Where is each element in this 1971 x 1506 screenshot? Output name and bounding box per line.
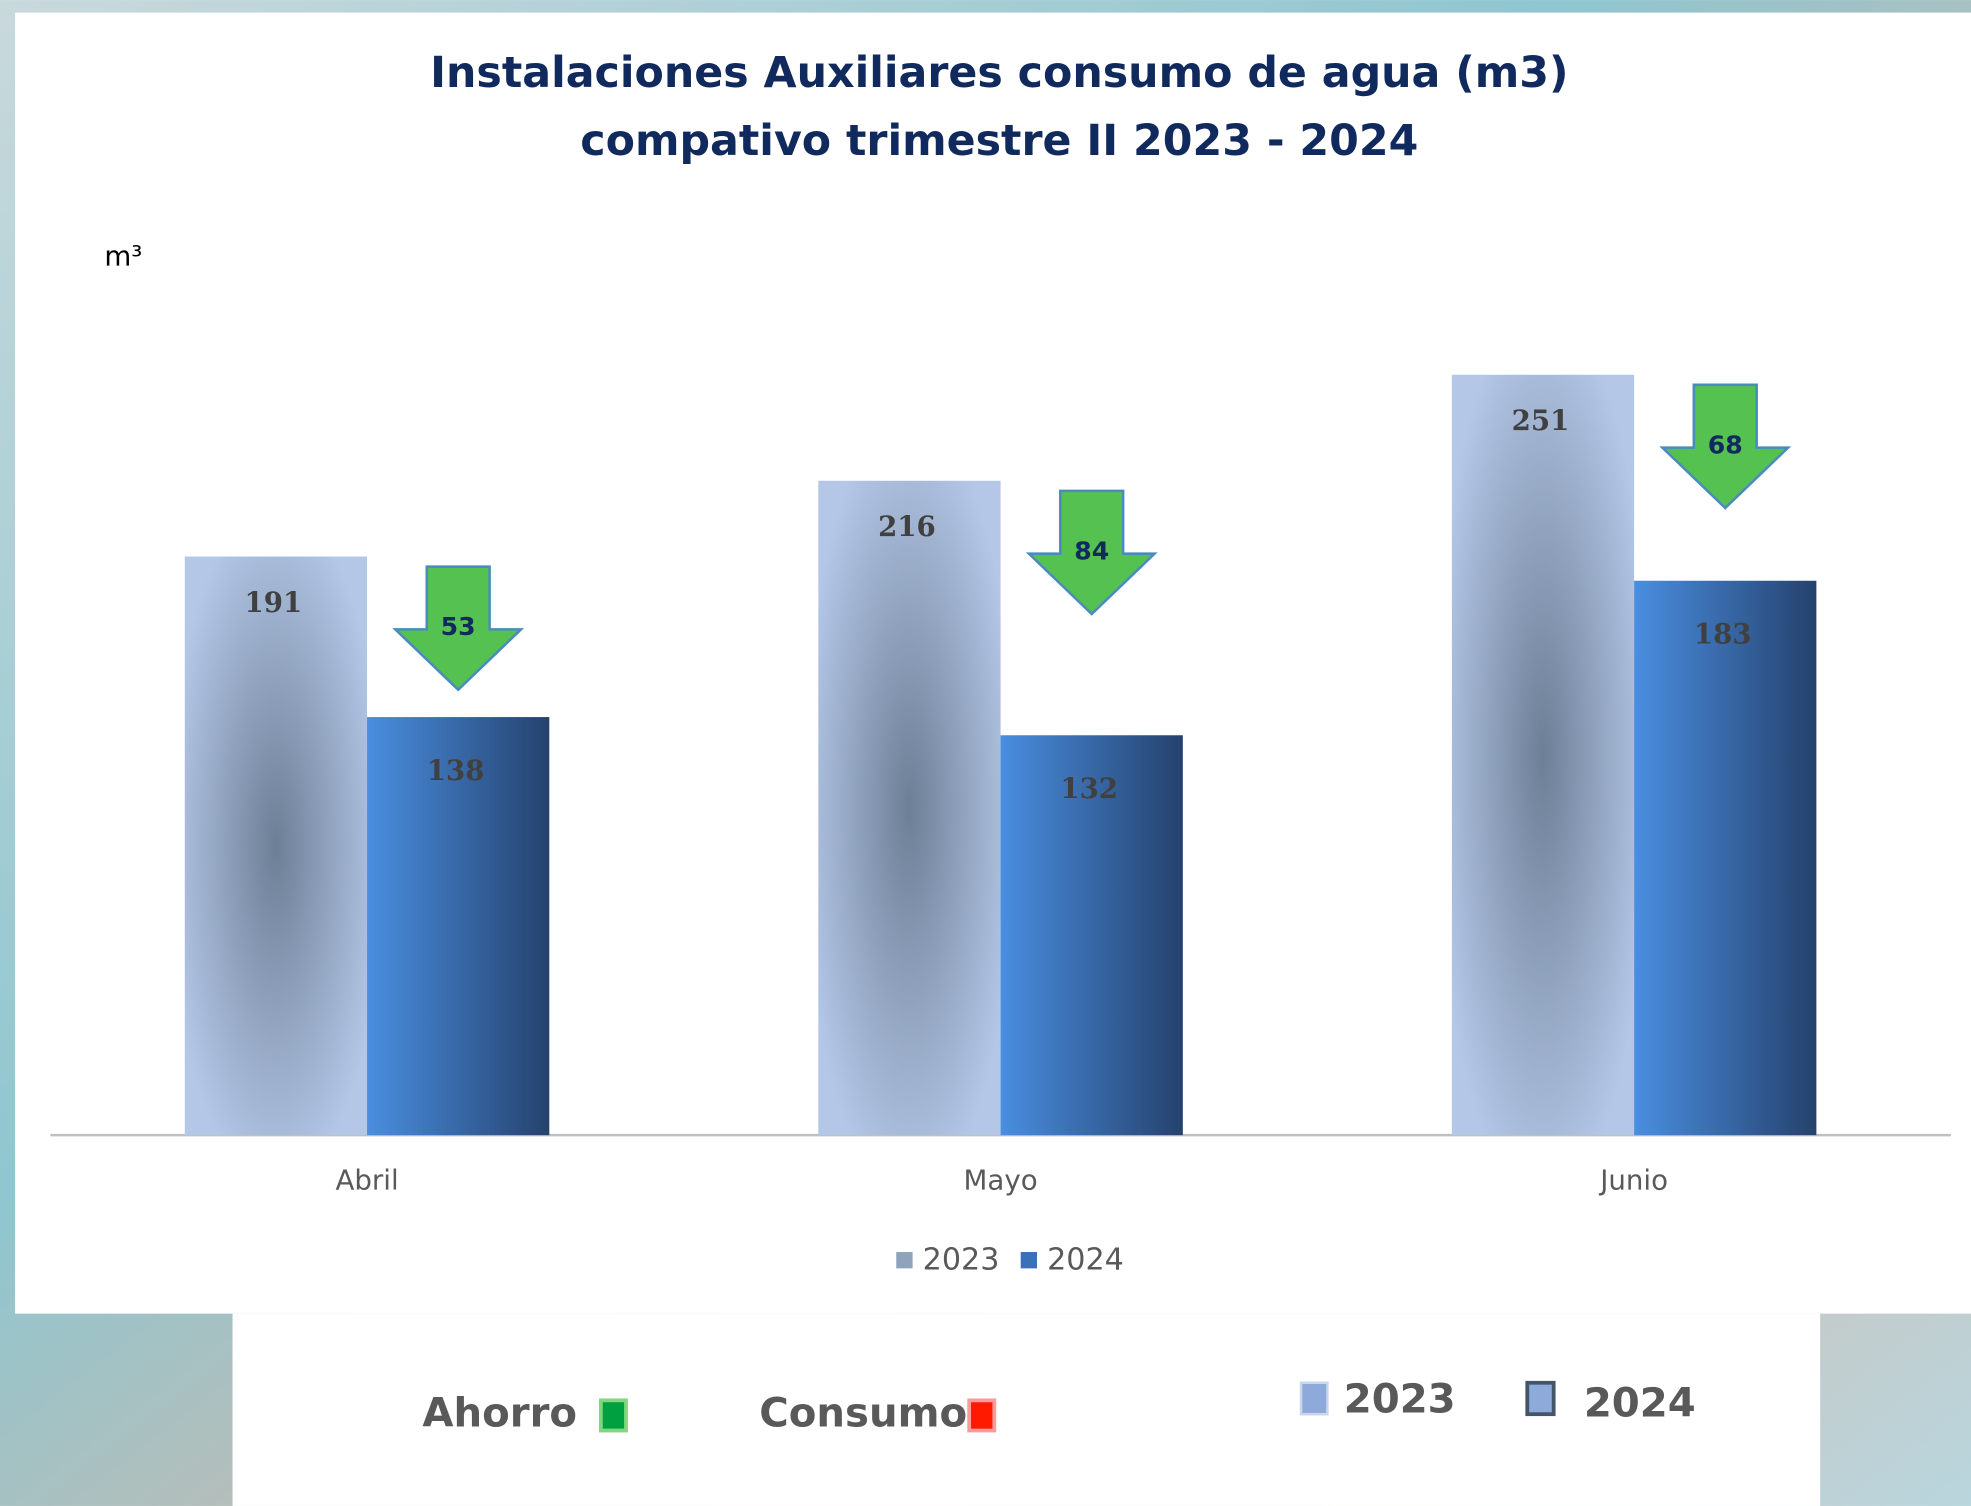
savings-label: 53 [441,612,476,641]
bar [184,556,368,1136]
footer-panel [232,1313,1821,1506]
legend-swatch [896,1252,913,1269]
data-label: 216 [878,510,936,543]
savings-label: 68 [1708,430,1743,459]
data-label: 132 [1060,772,1118,805]
chart-title: Instalaciones Auxiliares consumo de agua… [430,48,1568,98]
bar [1451,374,1635,1136]
savings-arrow [1025,489,1158,616]
y-axis-label: m³ [104,240,142,273]
data-label: 191 [245,586,303,619]
bar [818,480,1001,1136]
footer-legend-label: 2024 [1584,1380,1696,1426]
bar [1634,580,1817,1136]
savings-arrow [1659,383,1792,510]
legend-label: 2023 [923,1242,1000,1277]
footer-legend-label: Ahorro [422,1390,577,1436]
data-label: 251 [1512,404,1570,437]
footer-legend: Ahorro Consumo 2023 2024 [422,1377,1695,1437]
x-tick-label: Abril [335,1164,398,1197]
footer-legend-swatch [1299,1381,1329,1416]
legend-label: 2024 [1047,1242,1124,1277]
footer-legend-swatch [598,1398,628,1433]
savings-label: 84 [1074,536,1109,565]
x-tick-label: Junio [1598,1164,1668,1197]
footer-legend-label: 2023 [1344,1377,1456,1423]
legend-swatch [1020,1252,1038,1269]
data-label: 138 [427,754,485,787]
footer-legend-label: Consumo [759,1390,967,1436]
bar [1000,735,1183,1136]
chart-title: compativo trimestre II 2023 - 2024 [580,116,1418,166]
savings-arrow [392,565,525,692]
x-tick-label: Mayo [964,1164,1038,1197]
bar [367,717,550,1136]
footer-legend-swatch [1525,1380,1556,1417]
data-label: 183 [1694,618,1752,651]
footer-legend-swatch [967,1398,997,1433]
